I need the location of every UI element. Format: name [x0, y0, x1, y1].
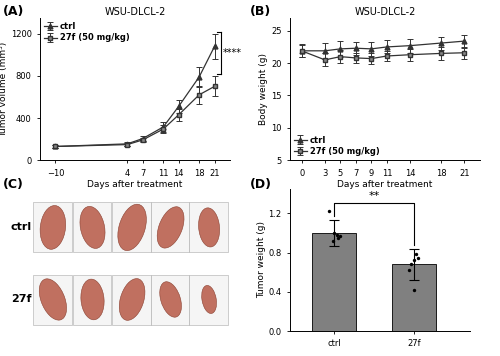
Text: (C): (C): [2, 178, 24, 191]
Point: [324, 208, 332, 214]
Point: [410, 257, 418, 263]
FancyBboxPatch shape: [72, 275, 111, 325]
FancyBboxPatch shape: [112, 202, 151, 252]
Legend: ctrl, 27f (50 mg/kg): ctrl, 27f (50 mg/kg): [44, 22, 130, 42]
FancyBboxPatch shape: [33, 275, 72, 325]
Ellipse shape: [202, 286, 216, 314]
Text: 27f: 27f: [12, 294, 32, 304]
Point: [334, 235, 342, 241]
Y-axis label: Body weight (g): Body weight (g): [260, 53, 268, 125]
Point: [333, 232, 341, 238]
Point: [407, 261, 415, 267]
Bar: [312, 233, 356, 331]
FancyBboxPatch shape: [190, 202, 228, 252]
Point: [412, 252, 420, 257]
Ellipse shape: [160, 282, 182, 317]
Point: [330, 230, 338, 236]
Title: WSU-DLCL-2: WSU-DLCL-2: [104, 7, 166, 17]
Ellipse shape: [157, 207, 184, 248]
FancyBboxPatch shape: [190, 275, 228, 325]
Ellipse shape: [39, 279, 66, 320]
Point: [336, 233, 344, 239]
Ellipse shape: [40, 205, 66, 249]
X-axis label: Days after treatment: Days after treatment: [338, 180, 432, 189]
Ellipse shape: [80, 206, 105, 248]
Title: WSU-DLCL-2: WSU-DLCL-2: [354, 7, 416, 17]
Ellipse shape: [198, 208, 220, 247]
FancyBboxPatch shape: [151, 202, 190, 252]
Text: ctrl: ctrl: [11, 222, 32, 232]
Text: ****: ****: [223, 48, 242, 58]
Point: [404, 267, 412, 273]
Bar: [392, 264, 436, 331]
Text: (D): (D): [250, 178, 272, 191]
FancyBboxPatch shape: [33, 202, 72, 252]
Text: **: **: [368, 192, 380, 201]
Ellipse shape: [118, 204, 146, 251]
Ellipse shape: [120, 279, 145, 320]
Ellipse shape: [81, 279, 104, 320]
Y-axis label: Tumor volume (mm³): Tumor volume (mm³): [0, 41, 8, 137]
Y-axis label: Tumor weight (g): Tumor weight (g): [256, 221, 266, 298]
Text: (A): (A): [2, 5, 24, 19]
Point: [414, 256, 422, 261]
Point: [329, 238, 337, 244]
FancyBboxPatch shape: [72, 202, 111, 252]
X-axis label: Days after treatment: Days after treatment: [88, 180, 182, 189]
Legend: ctrl, 27f (50 mg/kg): ctrl, 27f (50 mg/kg): [294, 136, 380, 156]
FancyBboxPatch shape: [112, 275, 151, 325]
FancyBboxPatch shape: [151, 275, 190, 325]
Text: (B): (B): [250, 5, 271, 19]
Point: [410, 287, 418, 293]
